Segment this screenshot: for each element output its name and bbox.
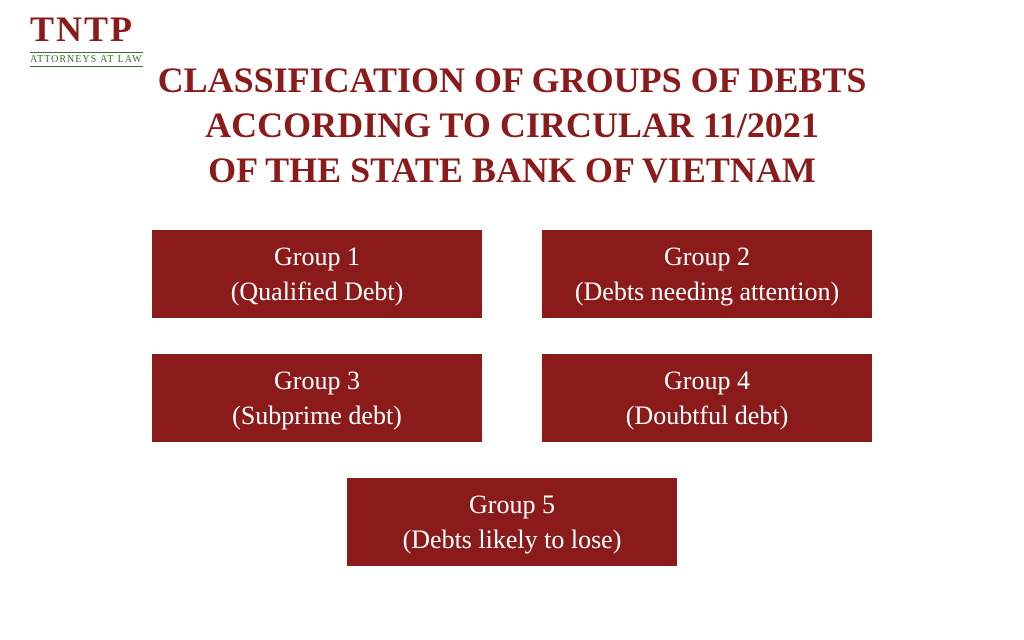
logo-main-text: TNTP xyxy=(30,8,143,50)
group-desc: (Doubtful debt) xyxy=(626,398,788,433)
group-box: Group 4(Doubtful debt) xyxy=(542,354,872,442)
group-desc: (Subprime debt) xyxy=(232,398,402,433)
title-line-1: CLASSIFICATION OF GROUPS OF DEBTS xyxy=(0,58,1024,103)
group-box: Group 3(Subprime debt) xyxy=(152,354,482,442)
group-row: Group 5(Debts likely to lose) xyxy=(0,478,1024,566)
group-box: Group 2(Debts needing attention) xyxy=(542,230,872,318)
group-title: Group 4 xyxy=(664,363,750,398)
group-desc: (Debts needing attention) xyxy=(575,274,839,309)
group-box: Group 1(Qualified Debt) xyxy=(152,230,482,318)
group-title: Group 1 xyxy=(274,239,360,274)
group-row: Group 3(Subprime debt) Group 4(Doubtful d… xyxy=(0,354,1024,442)
title-line-3: OF THE STATE BANK OF VIETNAM xyxy=(0,148,1024,193)
groups-container: Group 1(Qualified Debt) Group 2(Debts nee… xyxy=(0,230,1024,602)
group-title: Group 5 xyxy=(469,487,555,522)
group-row: Group 1(Qualified Debt) Group 2(Debts nee… xyxy=(0,230,1024,318)
page-title: CLASSIFICATION OF GROUPS OF DEBTS ACCORD… xyxy=(0,58,1024,193)
group-title: Group 3 xyxy=(274,363,360,398)
group-box: Group 5(Debts likely to lose) xyxy=(347,478,677,566)
group-desc: (Debts likely to lose) xyxy=(403,522,622,557)
group-desc: (Qualified Debt) xyxy=(231,274,404,309)
title-line-2: ACCORDING TO CIRCULAR 11/2021 xyxy=(0,103,1024,148)
group-title: Group 2 xyxy=(664,239,750,274)
